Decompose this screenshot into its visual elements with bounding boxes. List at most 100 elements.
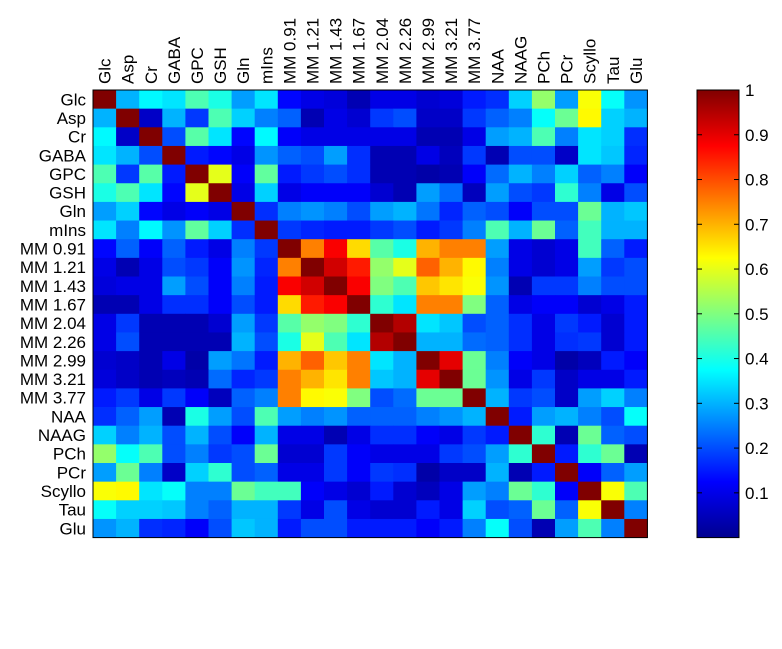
heatmap-cell (185, 108, 209, 128)
row-label: NAA (51, 407, 87, 426)
heatmap-cell (508, 518, 533, 538)
heatmap-cell (231, 276, 256, 296)
heatmap-cell (185, 313, 209, 333)
heatmap-cell (324, 276, 348, 296)
heatmap-cell (116, 444, 140, 464)
heatmap-cell (277, 201, 302, 221)
heatmap-cell (508, 239, 533, 259)
heatmap-cell (254, 369, 279, 389)
heatmap-cell (277, 351, 302, 371)
heatmap-cell (393, 145, 417, 165)
heatmap-cell (485, 90, 510, 110)
heatmap-cell (555, 518, 579, 538)
heatmap-cell (347, 201, 371, 221)
heatmap-cell (531, 388, 556, 408)
heatmap-cell (185, 332, 209, 352)
heatmap-cell (208, 201, 232, 221)
heatmap-cell (277, 332, 302, 352)
heatmap-cell (578, 444, 602, 464)
heatmap-cell (370, 295, 394, 315)
heatmap-cell (485, 183, 510, 203)
heatmap-cell (162, 463, 186, 483)
heatmap-cell (578, 388, 602, 408)
heatmap-cell (300, 518, 325, 538)
heatmap-cell (555, 332, 579, 352)
heatmap-cell (555, 444, 579, 464)
heatmap-cell (324, 239, 348, 259)
heatmap-cell (531, 313, 556, 333)
plot-frame (92, 89, 648, 539)
heatmap-cell (139, 425, 163, 445)
heatmap-cell (162, 369, 186, 389)
heatmap-cell (439, 276, 463, 296)
heatmap-cell (439, 332, 463, 352)
colorbar-tick-label: 0.8 (745, 171, 769, 190)
heatmap-cell (324, 127, 348, 147)
heatmap-cell (162, 388, 186, 408)
heatmap-cell (347, 444, 371, 464)
heatmap-cell (300, 369, 325, 389)
heatmap-cell (370, 500, 394, 520)
heatmap-cell (185, 407, 209, 427)
heatmap-cell (624, 164, 648, 184)
heatmap-cell (485, 369, 510, 389)
heatmap-cell (624, 183, 648, 203)
heatmap-cell (185, 481, 209, 501)
heatmap-cell (416, 425, 440, 445)
heatmap-cell (185, 500, 209, 520)
heatmap-cell (162, 444, 186, 464)
heatmap-cell (393, 388, 417, 408)
heatmap-cell (116, 239, 140, 259)
colorbar-tick-label: 0.4 (745, 350, 769, 369)
heatmap-cell (601, 90, 625, 110)
heatmap-cell (324, 518, 348, 538)
heatmap-cell (139, 145, 163, 165)
colorbar-tick-label: 0.5 (745, 305, 769, 324)
heatmap-cell (439, 220, 463, 240)
heatmap-cell (116, 201, 140, 221)
heatmap-cell (231, 239, 256, 259)
heatmap-cell (531, 481, 556, 501)
heatmap-cell (624, 313, 648, 333)
heatmap-cell (254, 295, 279, 315)
heatmap-cell (462, 183, 487, 203)
heatmap-cell (531, 127, 556, 147)
heatmap-cell (439, 145, 463, 165)
heatmap-cell (185, 351, 209, 371)
row-label: PCr (57, 463, 87, 482)
heatmap-cell (624, 369, 648, 389)
heatmap-cell (93, 276, 117, 296)
heatmap-cell (162, 518, 186, 538)
heatmap-cell (139, 276, 163, 296)
heatmap-cell (116, 407, 140, 427)
heatmap-cell (439, 463, 463, 483)
heatmap-cell (116, 145, 140, 165)
heatmap-cell (416, 276, 440, 296)
heatmap-cell (462, 463, 487, 483)
heatmap-cell (185, 425, 209, 445)
heatmap-cell (162, 201, 186, 221)
heatmap-cell (508, 183, 533, 203)
heatmap-cell (93, 407, 117, 427)
heatmap-cell (116, 295, 140, 315)
row-label: Scyllo (41, 482, 86, 501)
heatmap-cell (485, 388, 510, 408)
column-label: MM 1.43 (327, 18, 346, 84)
heatmap-cell (555, 407, 579, 427)
heatmap-cell (162, 220, 186, 240)
heatmap-cell (601, 500, 625, 520)
heatmap-cell (416, 518, 440, 538)
colorbar-tick-label: 0.2 (745, 439, 769, 458)
heatmap-cell (277, 276, 302, 296)
heatmap-cell (139, 444, 163, 464)
heatmap-cell (370, 425, 394, 445)
column-label: Glu (627, 58, 646, 84)
heatmap-cells (93, 90, 648, 538)
heatmap-cell (231, 332, 256, 352)
heatmap-cell (578, 425, 602, 445)
heatmap-cell (531, 90, 556, 110)
heatmap-cell (93, 351, 117, 371)
heatmap-cell (93, 257, 117, 277)
heatmap-cell (578, 463, 602, 483)
heatmap-cell (139, 518, 163, 538)
